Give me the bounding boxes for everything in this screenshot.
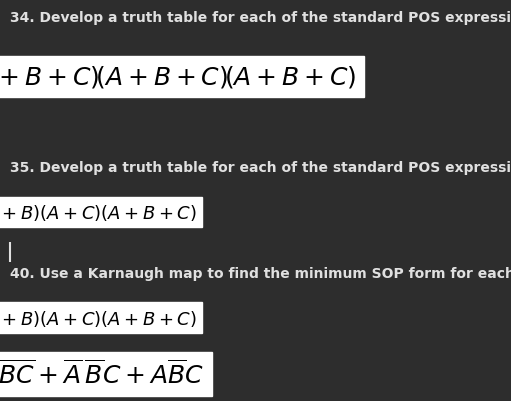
- Text: $(A + B)(A + C)(A + B + C)$: $(A + B)(A + C)(A + B + C)$: [0, 308, 196, 328]
- Text: $(A + B)(A + C)(A + B + C)$: $(A + B)(A + C)(A + B + C)$: [0, 203, 196, 223]
- Text: (a).: (a).: [10, 70, 34, 84]
- Text: (c).: (c).: [10, 367, 33, 381]
- Text: (a).: (a).: [10, 311, 34, 325]
- Text: $\overline{A}\,\overline{B}\overline{C} + \overline{A}\,\overline{B}C + A\overli: $\overline{A}\,\overline{B}\overline{C} …: [0, 359, 204, 388]
- Text: 34. Develop a truth table for each of the standard POS expressions:: 34. Develop a truth table for each of th…: [10, 11, 511, 25]
- Text: $\left(A + B + C\right)\!\left(A + B + C\right)\!\left(A + B + C\right)$: $\left(A + B + C\right)\!\left(A + B + C…: [0, 64, 357, 90]
- Text: 35. Develop a truth table for each of the standard POS expressions:: 35. Develop a truth table for each of th…: [10, 161, 511, 175]
- Text: (a).: (a).: [10, 205, 34, 219]
- Text: 40. Use a Karnaugh map to find the minimum SOP form for each expression:: 40. Use a Karnaugh map to find the minim…: [10, 266, 511, 280]
